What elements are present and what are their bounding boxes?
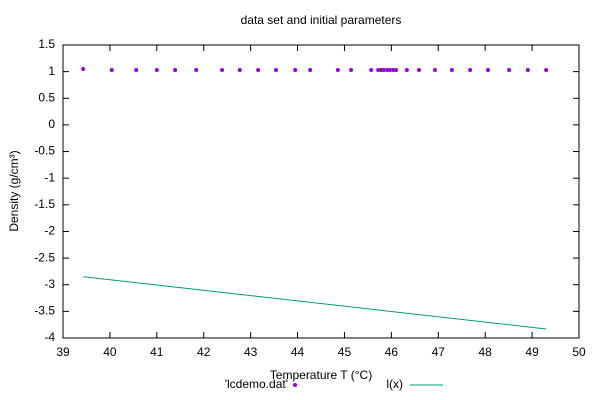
data-point (449, 68, 454, 73)
x-tick-label: 47 (432, 345, 446, 359)
data-point (507, 68, 512, 73)
data-point (154, 68, 159, 73)
data-line (83, 276, 547, 330)
x-tick-label: 42 (197, 345, 211, 359)
x-tick-label: 45 (338, 345, 352, 359)
data-point (468, 68, 473, 73)
y-tick-label: 1 (48, 64, 55, 78)
x-tick-label: 50 (572, 345, 586, 359)
data-point (391, 68, 396, 73)
data-point (109, 68, 114, 73)
y-tick-label: 0 (48, 117, 55, 131)
y-tick-label: 1.5 (38, 37, 55, 51)
y-tick-label: -2.5 (34, 250, 55, 264)
x-axis-label: Temperature T (°C) (270, 368, 372, 382)
x-tick-label: 48 (479, 345, 493, 359)
y-tick-label: -2 (44, 224, 55, 238)
plot-border (62, 44, 580, 339)
data-point (273, 68, 278, 73)
data-point (417, 68, 422, 73)
y-axis-label: Density (g/cm³) (7, 150, 21, 231)
x-tick-label: 40 (103, 345, 117, 359)
data-point (394, 68, 399, 73)
data-point (81, 66, 86, 71)
y-tick-label: 0.5 (38, 90, 55, 104)
data-point (293, 68, 298, 73)
data-point (379, 68, 384, 73)
data-point (381, 68, 386, 73)
data-point (485, 68, 490, 73)
legend-label: l(x) (386, 377, 403, 391)
data-point (256, 68, 261, 73)
y-tick-label: -1.5 (34, 197, 55, 211)
y-tick-label: -3.5 (34, 304, 55, 318)
data-point (134, 68, 139, 73)
y-tick-label: -0.5 (34, 144, 55, 158)
y-tick-label: -3 (44, 277, 55, 291)
data-point (525, 68, 530, 73)
data-point (220, 68, 225, 73)
data-point (432, 68, 437, 73)
y-tick-label: -4 (44, 330, 55, 344)
data-point (194, 68, 199, 73)
data-point (376, 68, 381, 73)
legend-label: 'lcdemo.dat' (225, 377, 288, 391)
data-point (349, 68, 354, 73)
x-tick-label: 44 (291, 345, 305, 359)
x-tick-label: 46 (385, 345, 399, 359)
data-point (544, 68, 549, 73)
data-point (173, 68, 178, 73)
x-tick-label: 41 (150, 345, 164, 359)
data-point (404, 68, 409, 73)
data-point (387, 68, 392, 73)
data-point (237, 68, 242, 73)
data-point (369, 68, 374, 73)
y-tick-label: -1 (44, 170, 55, 184)
data-point (308, 68, 313, 73)
x-tick-label: 39 (56, 345, 70, 359)
data-point (385, 68, 390, 73)
x-tick-label: 49 (525, 345, 539, 359)
chart-title: data set and initial parameters (241, 13, 402, 27)
legend-swatch (293, 383, 297, 387)
data-point (335, 68, 340, 73)
x-tick-label: 43 (244, 345, 258, 359)
